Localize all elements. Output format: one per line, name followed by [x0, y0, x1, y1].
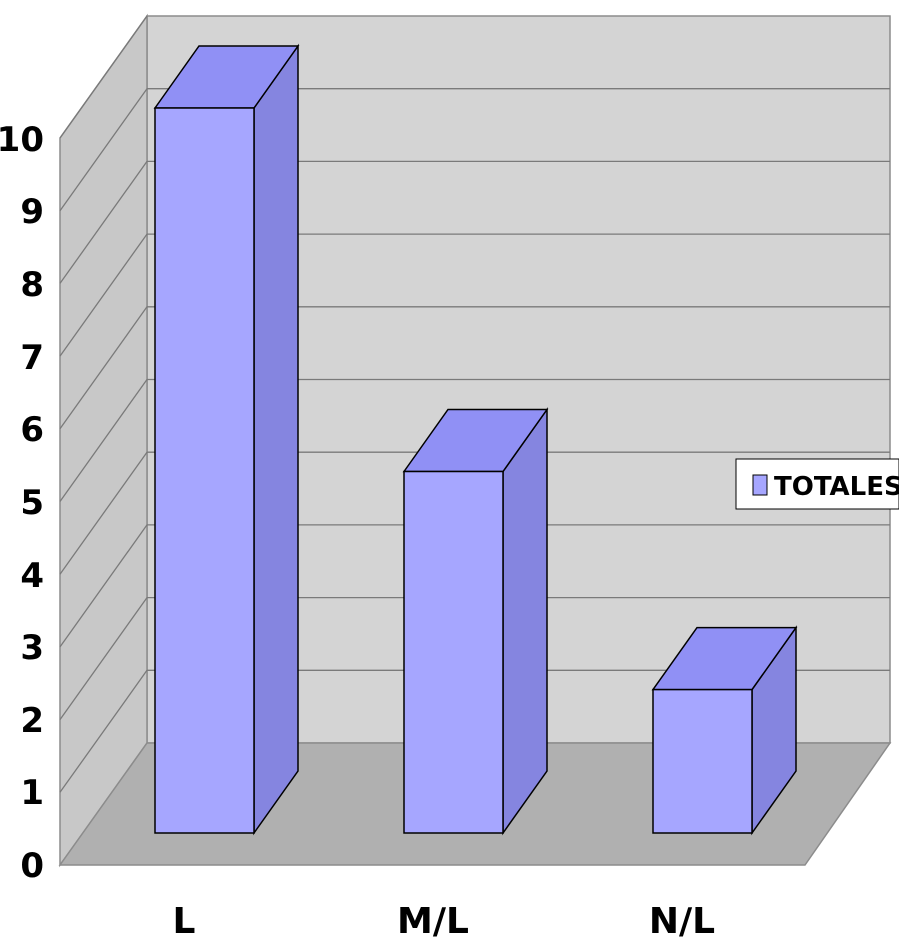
gridline-side-10 [59, 15, 148, 139]
bars [153, 43, 798, 836]
y-tick-7: 7 [20, 338, 44, 378]
bar-L [153, 43, 300, 836]
y-tick-9: 9 [20, 192, 44, 232]
y-tick-3: 3 [20, 628, 44, 668]
gridline-side-9 [59, 88, 148, 212]
y-tick-5: 5 [20, 483, 44, 523]
bar-side-1 [502, 407, 548, 836]
gridline-side-2 [59, 597, 148, 720]
x-tick-2: N/L [649, 901, 715, 942]
gridline-side-3 [59, 524, 148, 648]
y-tick-1: 1 [20, 773, 44, 813]
legend-label: TOTALES [774, 472, 899, 502]
y-tick-0: 0 [20, 846, 44, 886]
x-tick-1: M/L [397, 901, 469, 942]
gridline-side-6 [59, 306, 148, 430]
gridline-side-7 [59, 233, 148, 357]
gridline-side-1 [59, 669, 148, 793]
bar-front-0 [154, 107, 255, 834]
legend-swatch [752, 474, 768, 496]
y-tick-2: 2 [20, 701, 44, 741]
gridline-side-5 [59, 379, 148, 502]
y-tick-10: 10 [0, 120, 44, 160]
bar-M/L [402, 407, 549, 836]
bar-side-0 [253, 43, 299, 836]
y-tick-8: 8 [20, 265, 44, 305]
gridline-side-4 [59, 451, 148, 575]
legend: TOTALES [735, 458, 899, 510]
y-tick-4: 4 [20, 556, 44, 596]
x-tick-0: L [173, 901, 196, 942]
bar-N/L [651, 625, 798, 836]
gridline-side-8 [59, 161, 148, 284]
y-tick-6: 6 [20, 410, 44, 450]
bar-front-2 [652, 688, 753, 834]
bar-front-1 [403, 470, 504, 834]
